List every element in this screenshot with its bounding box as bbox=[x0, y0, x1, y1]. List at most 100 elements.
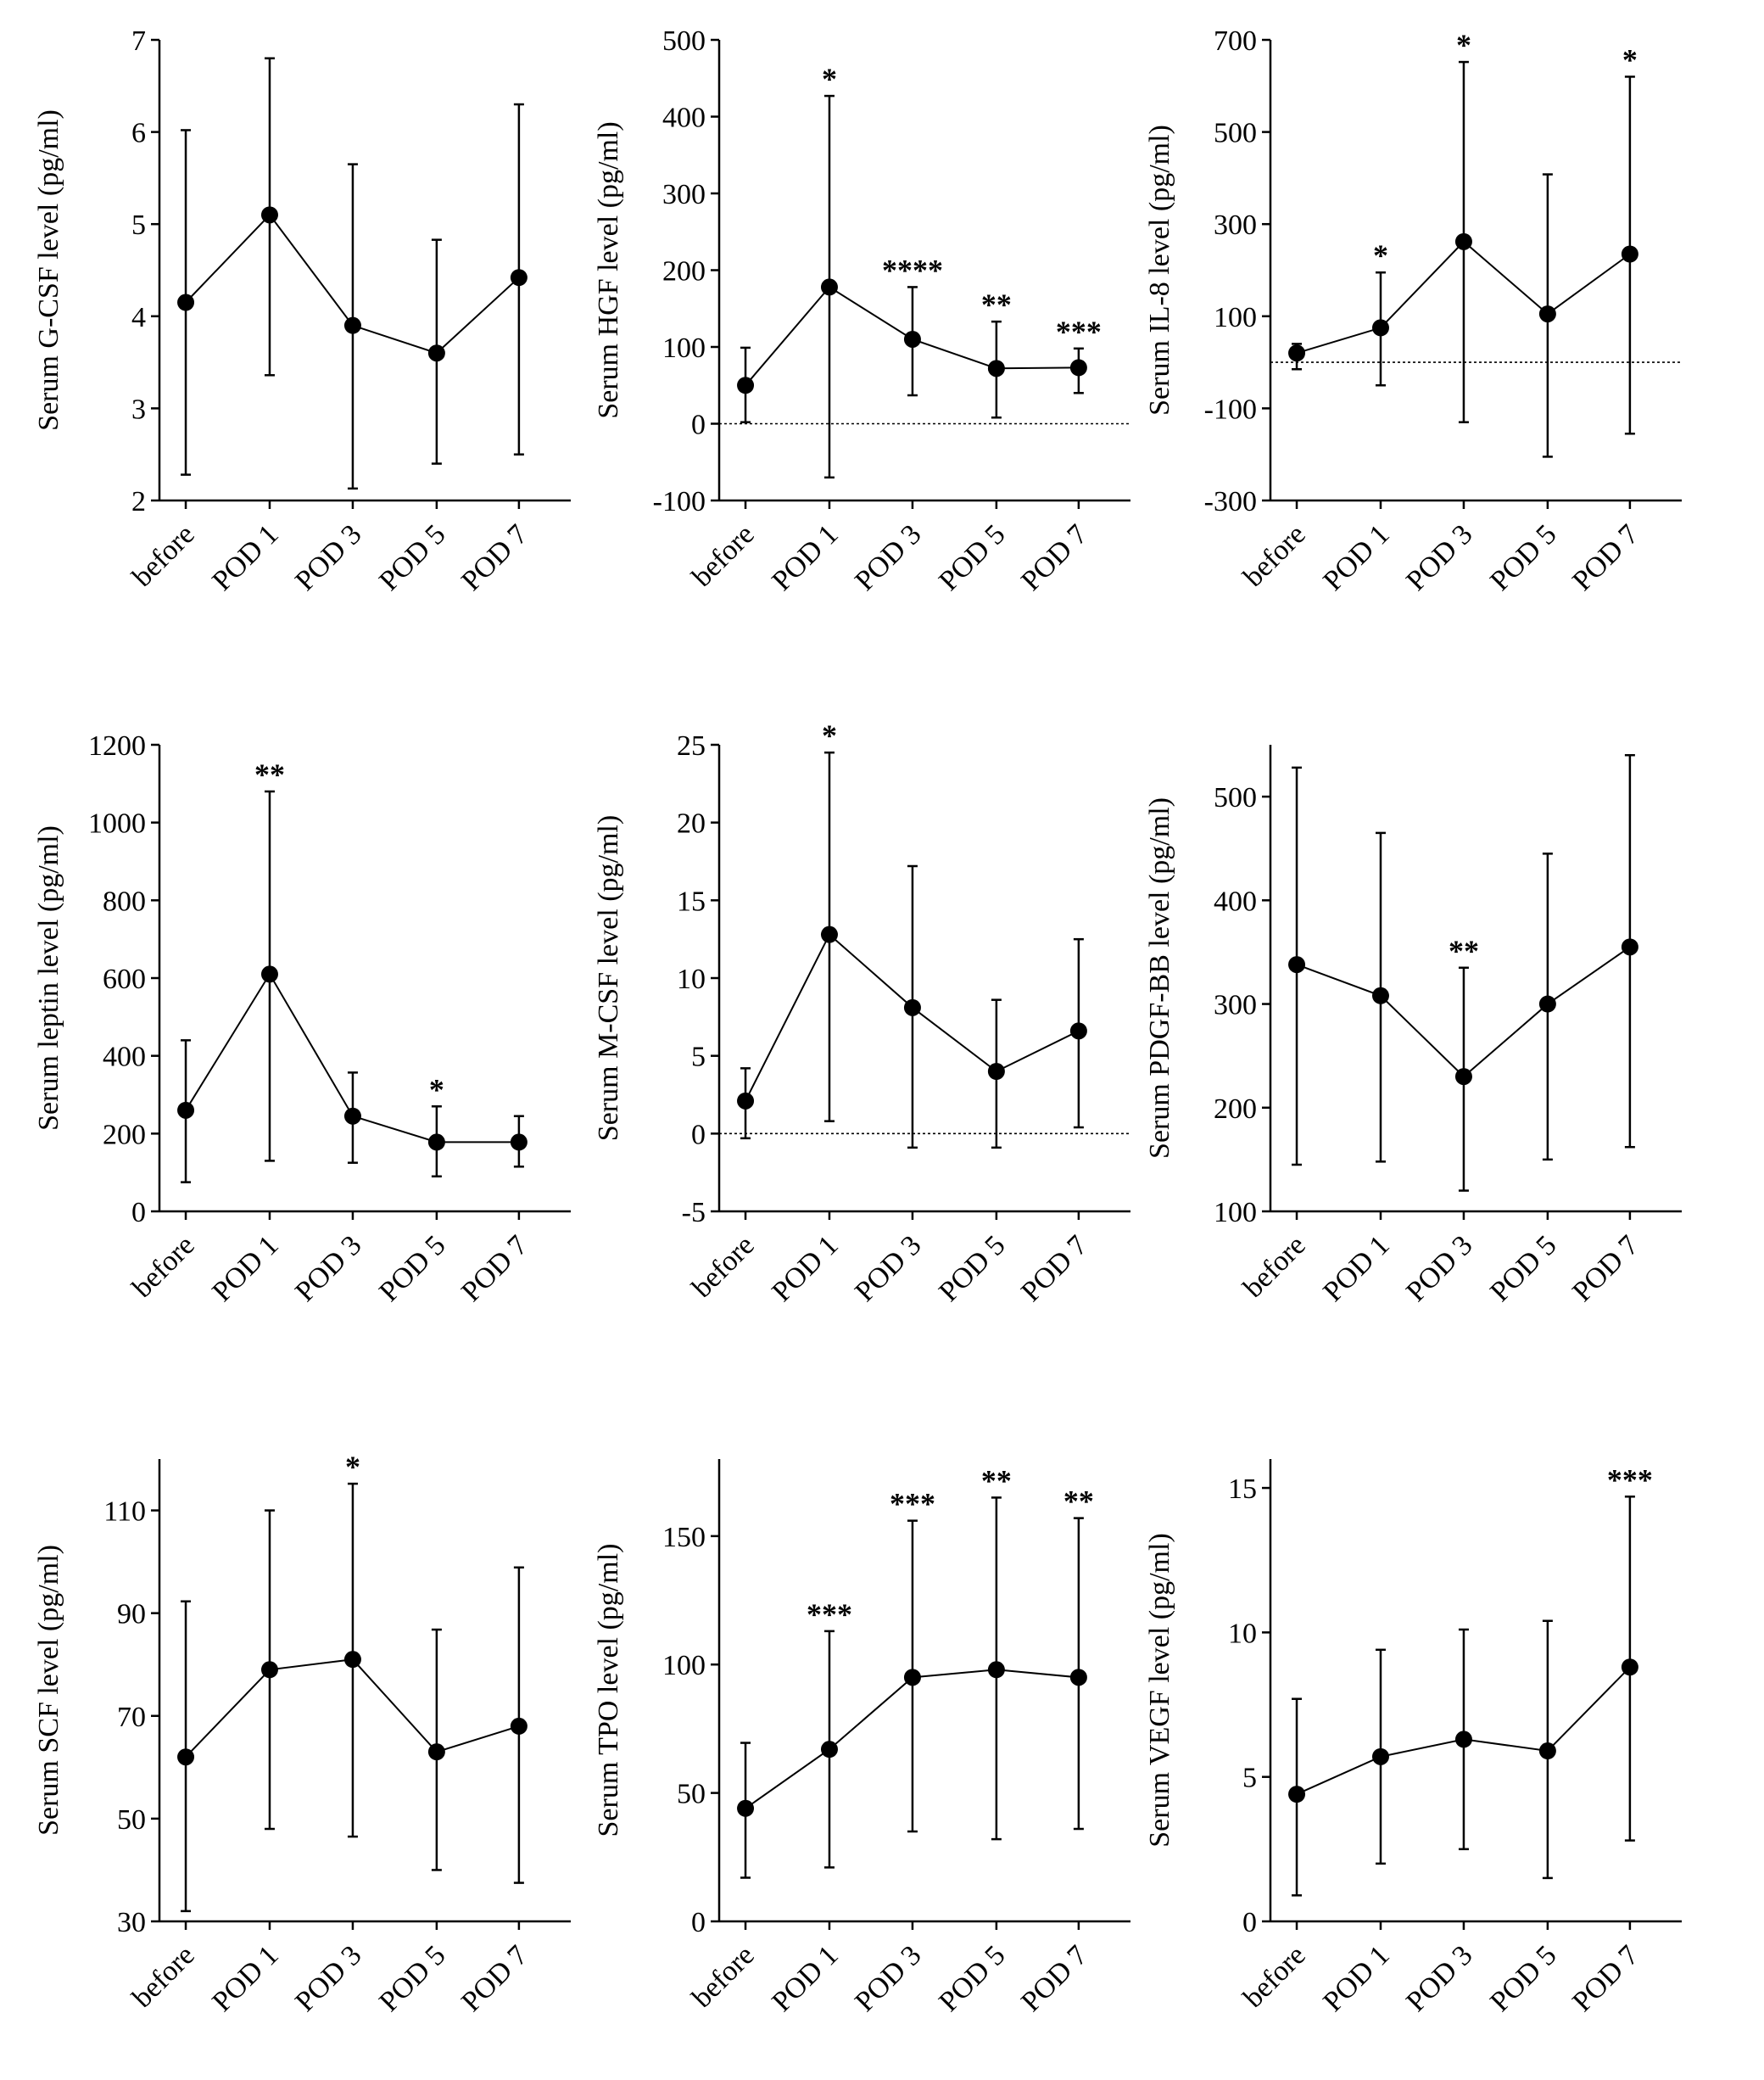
y-tick-label: 90 bbox=[117, 1599, 146, 1630]
x-tick-label: POD 3 bbox=[849, 518, 927, 596]
y-axis-title: Serum SCF level (pg/ml) bbox=[33, 1545, 64, 1836]
y-axis-title: Serum leptin level (pg/ml) bbox=[33, 825, 64, 1131]
x-tick-label: POD 1 bbox=[1317, 1229, 1395, 1307]
data-point bbox=[260, 965, 278, 983]
data-point bbox=[1288, 1786, 1306, 1803]
data-point bbox=[1288, 956, 1306, 974]
y-tick-label: 100 bbox=[662, 1650, 706, 1681]
x-tick-label: POD 5 bbox=[373, 1229, 451, 1307]
y-tick-label: 15 bbox=[1228, 1473, 1257, 1505]
x-tick-label: POD 7 bbox=[455, 1229, 533, 1307]
significance-label: * bbox=[822, 718, 837, 752]
y-tick-label: 400 bbox=[103, 1042, 146, 1073]
y-tick-label: 0 bbox=[691, 1907, 706, 1938]
chart-panel-9: 0 5 10 15 before POD 1 POD 3 POD 5 POD 7 Serum VE… bbox=[1144, 1459, 1682, 2018]
y-tick-label: 0 bbox=[131, 1197, 146, 1228]
x-tick-label: POD 1 bbox=[206, 1229, 284, 1307]
data-point bbox=[177, 1748, 195, 1766]
x-tick-label: POD 1 bbox=[766, 518, 844, 596]
data-point bbox=[177, 294, 195, 311]
y-axis-title: Serum VEGF level (pg/ml) bbox=[1144, 1533, 1175, 1848]
y-tick-label: 400 bbox=[662, 103, 706, 134]
y-tick-label: 50 bbox=[117, 1804, 146, 1836]
significance-label: * bbox=[1622, 42, 1638, 76]
y-tick-label: 15 bbox=[677, 886, 706, 917]
x-tick-label: POD 3 bbox=[1400, 518, 1478, 596]
data-point bbox=[510, 269, 528, 287]
x-tick-label: POD 1 bbox=[1317, 518, 1395, 596]
data-point bbox=[1371, 319, 1389, 337]
x-tick-label: before bbox=[686, 1939, 761, 2014]
significance-label: ** bbox=[981, 1463, 1012, 1497]
significance-label: ** bbox=[1449, 934, 1479, 968]
chart-panel-6: 100 200 300 400 500 before POD 1 POD 3 POD 5 POD … bbox=[1144, 745, 1682, 1308]
x-tick-label: POD 7 bbox=[1015, 518, 1093, 596]
y-tick-label: 3 bbox=[131, 394, 146, 425]
y-tick-label: 70 bbox=[117, 1702, 146, 1733]
data-point bbox=[1538, 305, 1556, 323]
x-tick-label: POD 3 bbox=[1400, 1229, 1478, 1307]
x-tick-label: POD 7 bbox=[1566, 518, 1644, 596]
y-tick-label: 0 bbox=[691, 410, 706, 441]
y-axis-title: Serum HGF level (pg/ml) bbox=[593, 121, 624, 418]
significance-label: * bbox=[822, 62, 837, 96]
data-point bbox=[987, 360, 1005, 377]
x-tick-label: POD 5 bbox=[373, 518, 451, 596]
significance-label: *** bbox=[1056, 315, 1102, 349]
data-point bbox=[1454, 1731, 1472, 1748]
y-tick-label: -5 bbox=[682, 1197, 706, 1228]
data-point bbox=[510, 1717, 528, 1735]
y-tick-label: 800 bbox=[103, 886, 146, 917]
data-point bbox=[260, 1661, 278, 1679]
data-point bbox=[1371, 987, 1389, 1004]
y-tick-label: 10 bbox=[1228, 1618, 1257, 1649]
x-tick-label: POD 7 bbox=[1015, 1229, 1093, 1307]
y-tick-label: 600 bbox=[103, 964, 146, 995]
x-tick-label: POD 3 bbox=[289, 1939, 367, 2017]
x-tick-label: POD 3 bbox=[289, 1229, 367, 1307]
data-point bbox=[260, 206, 278, 224]
significance-label: ** bbox=[981, 288, 1012, 322]
y-tick-label: 500 bbox=[662, 25, 706, 57]
x-tick-label: before bbox=[686, 518, 761, 593]
y-tick-label: -100 bbox=[1204, 394, 1257, 425]
y-tick-label: 6 bbox=[131, 118, 146, 149]
x-tick-label: POD 1 bbox=[206, 518, 284, 596]
y-axis-title: Serum IL-8 level (pg/ml) bbox=[1144, 125, 1175, 416]
y-tick-label: 7 bbox=[131, 25, 146, 57]
y-tick-label: -300 bbox=[1204, 486, 1257, 517]
x-tick-label: POD 1 bbox=[766, 1229, 844, 1307]
y-tick-label: 300 bbox=[1214, 990, 1257, 1021]
y-tick-label: 200 bbox=[662, 256, 706, 288]
x-tick-label: before bbox=[1237, 1229, 1312, 1304]
y-tick-label: 1000 bbox=[88, 808, 146, 840]
y-tick-label: 50 bbox=[677, 1779, 706, 1810]
y-axis-title: Serum TPO level (pg/ml) bbox=[593, 1544, 624, 1837]
x-tick-label: POD 7 bbox=[1015, 1939, 1093, 2017]
chart-panel-1: 2 3 4 5 6 7 before POD 1 POD 3 POD 5 POD 7 Serum G-… bbox=[33, 25, 571, 597]
data-point bbox=[1288, 344, 1306, 362]
data-point bbox=[1538, 1742, 1556, 1760]
y-tick-label: 100 bbox=[1214, 1197, 1257, 1228]
data-point bbox=[820, 1741, 838, 1758]
data-point bbox=[903, 1669, 921, 1686]
data-point bbox=[1621, 1658, 1638, 1676]
significance-label: *** bbox=[890, 1487, 935, 1521]
x-tick-label: POD 5 bbox=[933, 518, 1011, 596]
data-point bbox=[1069, 359, 1087, 377]
significance-label: *** bbox=[807, 1597, 852, 1631]
significance-label: *** bbox=[1607, 1462, 1653, 1496]
x-tick-label: POD 5 bbox=[933, 1939, 1011, 2017]
data-point bbox=[427, 1743, 445, 1761]
data-point bbox=[820, 925, 838, 943]
data-point bbox=[737, 1092, 755, 1110]
x-tick-label: before bbox=[126, 1229, 201, 1304]
y-tick-label: 200 bbox=[103, 1119, 146, 1150]
y-tick-label: 20 bbox=[677, 808, 706, 840]
x-tick-label: POD 3 bbox=[849, 1229, 927, 1307]
significance-label: * bbox=[1456, 28, 1471, 62]
